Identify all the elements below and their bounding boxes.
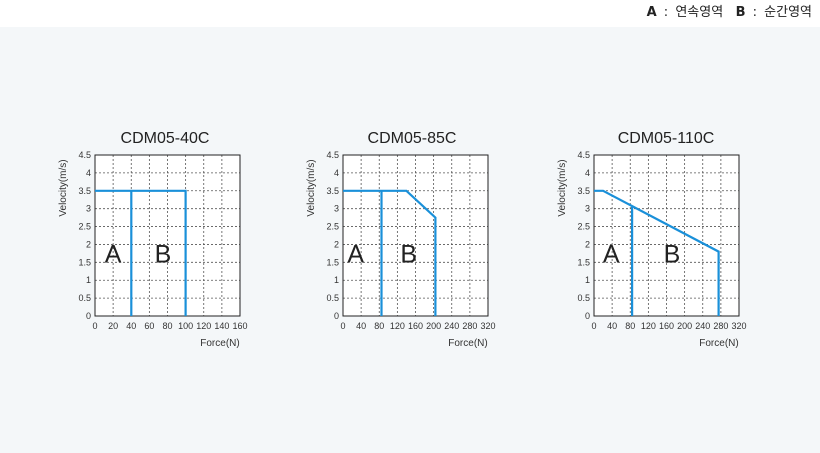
- x-tick-label: 40: [607, 321, 617, 331]
- x-tick-label: 200: [426, 321, 441, 331]
- y-tick-label: 3: [334, 204, 339, 214]
- y-tick-label: 2.5: [326, 222, 339, 232]
- chart-3: CDM05-110C 0 40 80 120 160 200 240 280 320 0 0.5 1 1.…: [557, 130, 747, 349]
- x-axis-label: Force(N): [200, 338, 239, 349]
- y-axis-label: Velocity(m/s): [58, 159, 69, 216]
- chart-title: CDM05-110C: [618, 130, 715, 147]
- y-tick-label: 0.5: [78, 293, 91, 303]
- x-tick-label: 60: [144, 321, 154, 331]
- x-tick-label: 240: [444, 321, 459, 331]
- y-tick-label: 0: [86, 311, 91, 321]
- chart-1: CDM05-40C 0 20 40 60 80 100 120 140 160 0 0.5 1 1.5 2 2…: [58, 130, 248, 349]
- x-tick-label: 120: [641, 321, 656, 331]
- y-tick-label: 2: [585, 239, 590, 249]
- y-tick-label: 0: [334, 311, 339, 321]
- x-tick-label: 160: [408, 321, 423, 331]
- y-axis-label: Velocity(m/s): [306, 159, 317, 216]
- x-tick-label: 0: [92, 321, 97, 331]
- y-tick-label: 3.5: [577, 186, 590, 196]
- y-tick-label: 2: [334, 239, 339, 249]
- legend-text-a: 연속영역: [675, 5, 724, 20]
- legend-separator: :: [752, 5, 758, 20]
- chart-title: CDM05-40C: [121, 130, 210, 147]
- y-tick-label: 3: [86, 204, 91, 214]
- y-tick-label: 2.5: [577, 222, 590, 232]
- y-tick-label: 1.5: [326, 257, 339, 267]
- y-tick-label: 0: [585, 311, 590, 321]
- plot-frame: [94, 154, 241, 317]
- x-axis-label: Force(N): [699, 338, 738, 349]
- region-label-a: A: [603, 240, 620, 268]
- x-tick-label: 0: [340, 321, 345, 331]
- plot-frame: [342, 154, 489, 317]
- y-tick-label: 1.5: [577, 257, 590, 267]
- y-tick-label: 1.5: [78, 257, 91, 267]
- x-tick-label: 80: [625, 321, 635, 331]
- x-tick-label: 160: [232, 321, 247, 331]
- region-label-b: B: [155, 240, 172, 268]
- y-tick-label: 3.5: [326, 186, 339, 196]
- x-tick-label: 200: [677, 321, 692, 331]
- x-axis-label: Force(N): [448, 338, 487, 349]
- x-tick-label: 120: [390, 321, 405, 331]
- y-tick-label: 2.5: [78, 222, 91, 232]
- x-tick-label: 40: [356, 321, 366, 331]
- x-tick-label: 20: [108, 321, 118, 331]
- y-tick-label: 4.5: [577, 150, 590, 160]
- x-tick-label: 0: [591, 321, 596, 331]
- x-tick-label: 280: [462, 321, 477, 331]
- x-tick-label: 100: [178, 321, 193, 331]
- x-tick-label: 320: [731, 321, 746, 331]
- legend-text-b: 순간영역: [764, 5, 812, 20]
- series-line-1: [95, 189, 187, 316]
- chart-2: CDM05-85C 0 40 80 120 160 200 240 280 320 0 0.5 1 1.5…: [306, 130, 496, 349]
- region-label-b: B: [400, 240, 417, 268]
- y-tick-label: 4.5: [78, 150, 91, 160]
- legend-key-b: B: [735, 5, 746, 20]
- y-tick-label: 1: [86, 275, 91, 285]
- x-tick-label: 80: [374, 321, 384, 331]
- region-label-a: A: [105, 240, 122, 268]
- y-axis-label: Velocity(m/s): [557, 159, 568, 216]
- y-tick-label: 1: [585, 275, 590, 285]
- y-tick-label: 1: [334, 275, 339, 285]
- y-tick-label: 4: [86, 168, 91, 178]
- legend-key-a: A: [646, 5, 657, 20]
- x-tick-label: 140: [214, 321, 229, 331]
- legend-separator: :: [663, 5, 669, 20]
- x-tick-label: 120: [196, 321, 211, 331]
- chart-title: CDM05-85C: [368, 130, 457, 147]
- x-tick-label: 240: [695, 321, 710, 331]
- plot-frame: [593, 154, 740, 317]
- y-tick-label: 3.5: [78, 186, 91, 196]
- y-tick-label: 3: [585, 204, 590, 214]
- y-tick-label: 4: [585, 168, 590, 178]
- x-tick-label: 280: [713, 321, 728, 331]
- region-legend: A : 연속영역 B : 순간영역: [647, 1, 812, 20]
- series-line-1: [594, 189, 720, 316]
- y-tick-label: 0.5: [326, 293, 339, 303]
- x-tick-label: 40: [126, 321, 136, 331]
- x-tick-label: 320: [480, 321, 495, 331]
- y-tick-label: 4: [334, 168, 339, 178]
- y-tick-label: 0.5: [577, 293, 590, 303]
- region-label-a: A: [347, 240, 364, 268]
- y-tick-label: 4.5: [326, 150, 339, 160]
- x-tick-label: 80: [162, 321, 172, 331]
- x-tick-label: 160: [659, 321, 674, 331]
- y-tick-label: 2: [86, 239, 91, 249]
- series-line-1: [343, 189, 437, 316]
- region-label-b: B: [664, 240, 681, 268]
